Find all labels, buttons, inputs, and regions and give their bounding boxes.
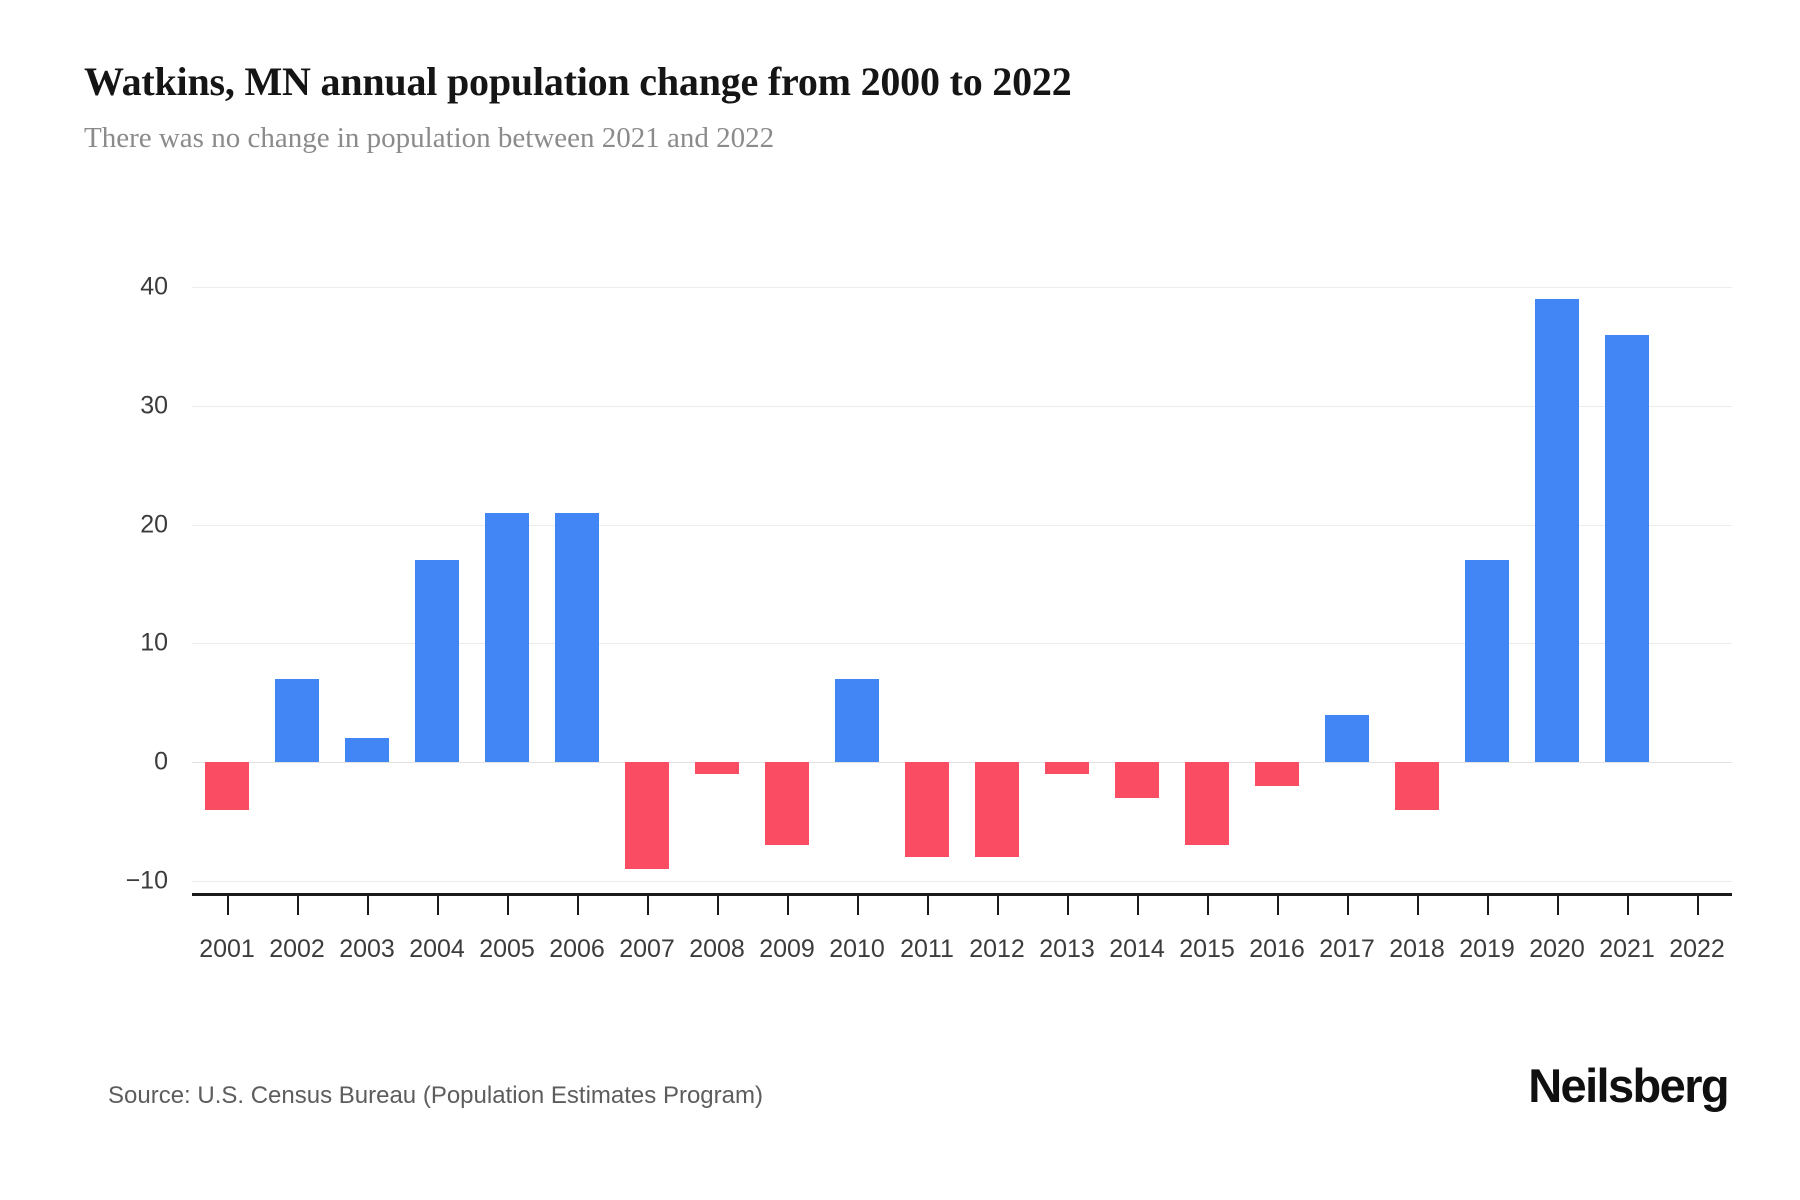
gridline-0: [192, 762, 1732, 763]
x-tick-2013: [1067, 893, 1069, 915]
bar-2016[interactable]: [1254, 762, 1300, 786]
x-tick-label-2015: 2015: [1179, 935, 1235, 963]
bar-2012[interactable]: [974, 762, 1020, 857]
page-subtitle: There was no change in population betwee…: [84, 122, 775, 154]
x-tick-2005: [507, 893, 509, 915]
x-tick-2004: [437, 893, 439, 915]
gridline-30: [192, 406, 1732, 407]
x-tick-2001: [227, 893, 229, 915]
bar-2010[interactable]: [834, 678, 880, 762]
x-tick-label-2002: 2002: [269, 935, 325, 963]
bar-2008[interactable]: [694, 762, 740, 774]
x-tick-2007: [647, 893, 649, 915]
bar-2007[interactable]: [624, 762, 670, 869]
x-tick-label-2007: 2007: [619, 935, 675, 963]
x-tick-label-2004: 2004: [409, 935, 465, 963]
bar-2017[interactable]: [1324, 714, 1370, 762]
x-tick-2020: [1557, 893, 1559, 915]
y-tick-label--10: −10: [125, 866, 168, 895]
bar-2002[interactable]: [274, 678, 320, 762]
x-axis-line: [192, 893, 1732, 896]
y-tick-label-20: 20: [140, 510, 168, 538]
gridline-10: [192, 643, 1732, 644]
x-tick-2021: [1627, 893, 1629, 915]
x-tick-2011: [927, 893, 929, 915]
x-tick-2017: [1347, 893, 1349, 915]
bar-2005[interactable]: [484, 512, 530, 762]
bar-2009[interactable]: [764, 762, 810, 846]
x-tick-2022: [1697, 893, 1699, 915]
gridline-20: [192, 525, 1732, 526]
x-tick-label-2016: 2016: [1249, 935, 1305, 963]
bar-2006[interactable]: [554, 512, 600, 762]
bar-2011[interactable]: [904, 762, 950, 857]
x-tick-label-2008: 2008: [689, 935, 745, 963]
x-tick-2010: [857, 893, 859, 915]
y-tick-label-10: 10: [140, 628, 168, 657]
brand-logo: Neilsberg: [1528, 1059, 1729, 1112]
source-note: Source: U.S. Census Bureau (Population E…: [108, 1082, 763, 1109]
x-tick-label-2011: 2011: [900, 935, 954, 963]
bar-2014[interactable]: [1114, 762, 1160, 798]
x-tick-2009: [787, 893, 789, 915]
bar-2013[interactable]: [1044, 762, 1090, 774]
x-tick-label-2018: 2018: [1389, 935, 1445, 963]
bar-2004[interactable]: [414, 560, 460, 762]
x-tick-label-2001: 2001: [199, 935, 255, 963]
y-tick-label-30: 30: [140, 391, 168, 420]
page-title: Watkins, MN annual population change fro…: [84, 59, 1072, 104]
x-tick-label-2012: 2012: [969, 935, 1025, 963]
x-tick-2006: [577, 893, 579, 915]
bar-2020[interactable]: [1534, 298, 1580, 762]
gridline-40: [192, 287, 1732, 288]
x-tick-2008: [717, 893, 719, 915]
bar-2018[interactable]: [1394, 762, 1440, 810]
y-tick-label-40: 40: [140, 272, 168, 301]
x-tick-label-2013: 2013: [1039, 935, 1095, 963]
bar-2021[interactable]: [1604, 334, 1650, 762]
x-tick-label-2022: 2022: [1669, 935, 1725, 963]
bar-2003[interactable]: [344, 738, 390, 762]
x-tick-label-2021: 2021: [1599, 935, 1655, 963]
x-tick-2016: [1277, 893, 1279, 915]
x-tick-2018: [1417, 893, 1419, 915]
x-tick-2014: [1137, 893, 1139, 915]
bar-2019[interactable]: [1464, 560, 1510, 762]
gridline--10: [192, 881, 1732, 882]
x-tick-2002: [297, 893, 299, 915]
bar-2001[interactable]: [204, 762, 250, 810]
y-tick-label-0: 0: [154, 747, 168, 776]
bar-2015[interactable]: [1184, 762, 1230, 846]
x-tick-label-2010: 2010: [829, 935, 885, 963]
x-tick-label-2005: 2005: [479, 935, 535, 963]
x-tick-2015: [1207, 893, 1209, 915]
x-tick-2012: [997, 893, 999, 915]
x-tick-label-2006: 2006: [549, 935, 605, 963]
x-tick-label-2009: 2009: [759, 935, 815, 963]
x-tick-label-2003: 2003: [339, 935, 395, 963]
x-tick-label-2020: 2020: [1529, 935, 1585, 963]
x-tick-label-2014: 2014: [1109, 935, 1165, 963]
x-tick-label-2019: 2019: [1459, 935, 1515, 963]
x-tick-2019: [1487, 893, 1489, 915]
x-tick-label-2017: 2017: [1319, 935, 1375, 963]
x-tick-2003: [367, 893, 369, 915]
